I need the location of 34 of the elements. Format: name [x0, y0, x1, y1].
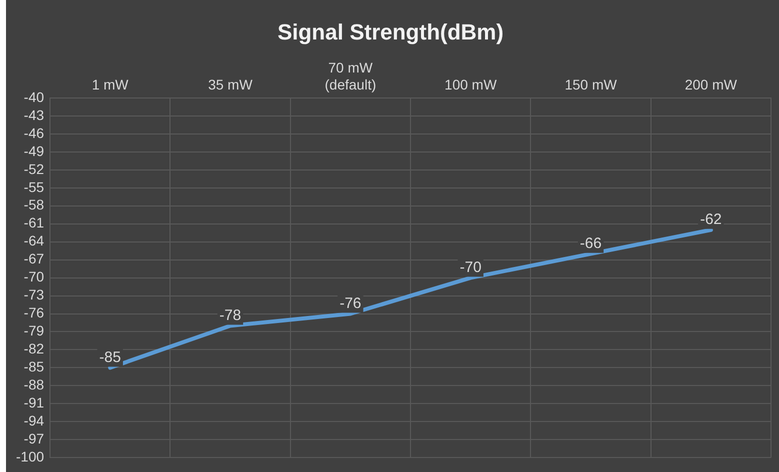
- y-tick-label: -73: [24, 286, 44, 303]
- x-tick-label: 1 mW: [92, 76, 130, 92]
- data-label: -78: [219, 306, 242, 324]
- y-tick-label: -43: [24, 106, 44, 123]
- y-tick-label: -64: [24, 232, 44, 249]
- data-label: -85: [99, 348, 121, 366]
- y-tick-label: -46: [24, 124, 44, 141]
- y-tick-label: -97: [24, 430, 44, 446]
- y-tick-label: -40: [24, 88, 44, 105]
- data-label: -62: [700, 210, 722, 228]
- y-tick-label: -58: [24, 196, 44, 213]
- y-tick-label: -70: [24, 268, 44, 285]
- y-tick-label: -94: [24, 412, 44, 428]
- x-tick-label: 200 mW: [684, 76, 738, 92]
- x-tick-label: 35 mW: [208, 76, 254, 92]
- data-label: -76: [340, 294, 362, 312]
- y-tick-label: -91: [24, 394, 44, 411]
- y-tick-label: -61: [24, 214, 44, 231]
- y-tick-label: -79: [24, 322, 44, 339]
- chart-title: Signal Strength(dBm): [277, 19, 504, 44]
- y-tick-label: -55: [24, 178, 44, 195]
- y-tick-label: -52: [24, 160, 44, 177]
- y-tick-label: -76: [24, 304, 44, 321]
- y-tick-label: -85: [24, 358, 44, 375]
- y-tick-label: -100: [16, 448, 44, 464]
- y-tick-label: -82: [24, 340, 44, 357]
- x-tick-label: 100 mW: [444, 76, 498, 92]
- y-tick-label: -49: [24, 142, 44, 159]
- data-label: -70: [460, 258, 482, 276]
- y-tick-label: -67: [24, 250, 44, 267]
- x-tick-label: 70 mW (default): [324, 60, 376, 92]
- x-tick-label: 150 mW: [564, 76, 618, 92]
- y-tick-label: -88: [24, 376, 44, 393]
- data-label: -66: [580, 234, 602, 252]
